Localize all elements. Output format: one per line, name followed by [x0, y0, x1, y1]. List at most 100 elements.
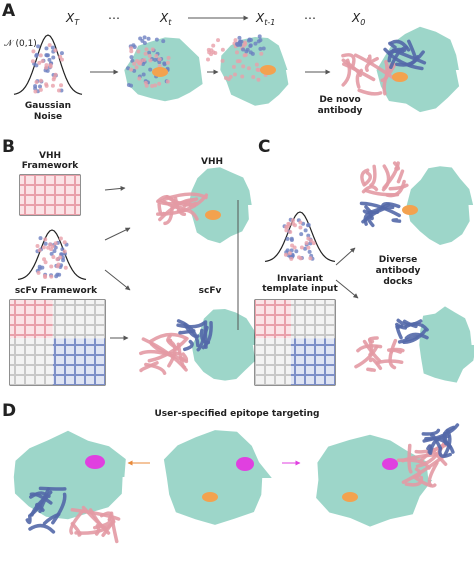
- protein-ribbon: [395, 324, 404, 329]
- atom-dot: [45, 53, 50, 58]
- protein-ribbon: [162, 192, 208, 202]
- protein-ribbon: [176, 321, 206, 329]
- atom-dot: [283, 252, 288, 257]
- protein-ribbon: [70, 508, 121, 521]
- step-ellipsis: ⋯: [108, 11, 120, 25]
- atom-dot: [129, 49, 134, 54]
- atom-dot: [31, 49, 36, 54]
- matrix-block: [20, 175, 80, 215]
- arrow: [335, 247, 356, 266]
- atom-dot: [256, 68, 261, 73]
- atom-dot: [132, 45, 137, 50]
- atom-dot: [285, 248, 290, 253]
- epitope-highlight: [260, 65, 276, 75]
- output-label: De novo antibody: [318, 95, 363, 116]
- antigen-surface: [419, 306, 474, 383]
- atom-dot: [62, 249, 67, 254]
- atom-dot: [40, 59, 45, 64]
- protein-ribbon: [404, 332, 429, 340]
- protein-ribbon: [364, 56, 379, 72]
- protein-ribbon: [357, 88, 383, 96]
- template-label: Invariant template input: [262, 274, 338, 294]
- protein-ribbon: [364, 205, 373, 215]
- protein-ribbon: [388, 183, 409, 191]
- atom-dot: [231, 64, 236, 69]
- atom-dot: [220, 47, 225, 52]
- matrix-block: [10, 300, 53, 339]
- panel-letter: C: [258, 137, 270, 157]
- atom-dot: [49, 251, 54, 256]
- protein-ribbon: [443, 431, 453, 449]
- atom-dot: [50, 83, 55, 88]
- protein-ribbon: [438, 446, 452, 458]
- format-label: VHH: [201, 157, 223, 167]
- atom-dot: [248, 43, 253, 48]
- protein-ribbon: [375, 359, 404, 365]
- protein-ribbon: [369, 164, 377, 187]
- atom-dot: [129, 46, 134, 51]
- protein-ribbon: [183, 339, 194, 352]
- protein-ribbon: [401, 453, 447, 484]
- atom-dot: [251, 74, 256, 79]
- arrow: [104, 185, 126, 191]
- protein-ribbon: [396, 169, 405, 184]
- docks-label: Diverse antibody docks: [376, 255, 421, 287]
- atom-dot: [241, 64, 246, 69]
- arrow: [104, 269, 131, 291]
- atom-dot: [59, 51, 64, 56]
- atom-dot: [259, 51, 264, 56]
- atom-dot: [257, 34, 262, 39]
- atom-dot: [63, 265, 68, 270]
- atom-dot: [53, 245, 58, 250]
- atom-dot: [286, 221, 291, 226]
- arrow: [335, 279, 359, 299]
- atom-dot: [246, 66, 251, 71]
- atom-dot: [261, 46, 266, 51]
- atom-dot: [287, 251, 292, 256]
- atom-dot: [52, 249, 57, 254]
- atom-dot: [298, 220, 303, 225]
- atom-dot: [292, 245, 297, 250]
- atom-dot: [50, 244, 55, 249]
- atom-dot: [43, 241, 48, 246]
- atom-dot: [233, 38, 238, 43]
- protein-ribbon: [359, 201, 401, 218]
- matrix-block: [255, 300, 291, 339]
- atom-dot: [303, 228, 308, 233]
- atom-dot: [38, 78, 43, 83]
- panel-letter: B: [2, 137, 15, 157]
- noise-label: Gaussian Noise: [25, 101, 71, 122]
- atom-dot: [37, 248, 42, 253]
- protein-ribbon: [396, 318, 423, 327]
- atom-dot: [306, 233, 311, 238]
- atom-dot: [309, 238, 314, 243]
- epitope-highlight: [205, 210, 221, 220]
- atom-dot: [232, 72, 237, 77]
- atom-dot: [52, 75, 57, 80]
- atom-dot: [55, 257, 60, 262]
- atom-dot: [146, 36, 151, 41]
- atom-dot: [142, 35, 147, 40]
- protein-ribbon: [51, 492, 67, 525]
- protein-ribbon: [163, 205, 174, 226]
- atom-dot: [136, 49, 141, 54]
- protein-ribbon: [363, 171, 372, 186]
- artwork: [9, 15, 474, 544]
- atom-dot: [165, 79, 170, 84]
- antigen-surface: [220, 37, 289, 106]
- atom-dot: [143, 51, 148, 56]
- protein-ribbon: [178, 329, 196, 335]
- atom-dot: [304, 241, 309, 246]
- atom-dot: [291, 218, 296, 223]
- antigen-surface: [316, 434, 433, 527]
- protein-ribbon: [366, 367, 376, 372]
- protein-ribbon: [362, 339, 382, 363]
- atom-dot: [161, 39, 166, 44]
- atom-dot: [211, 43, 216, 48]
- panel-letter: D: [2, 401, 16, 421]
- atom-dot: [311, 241, 316, 246]
- atom-dot: [51, 55, 56, 60]
- protein-ribbon: [183, 322, 200, 339]
- atom-dot: [206, 57, 211, 62]
- atom-dot: [235, 42, 240, 47]
